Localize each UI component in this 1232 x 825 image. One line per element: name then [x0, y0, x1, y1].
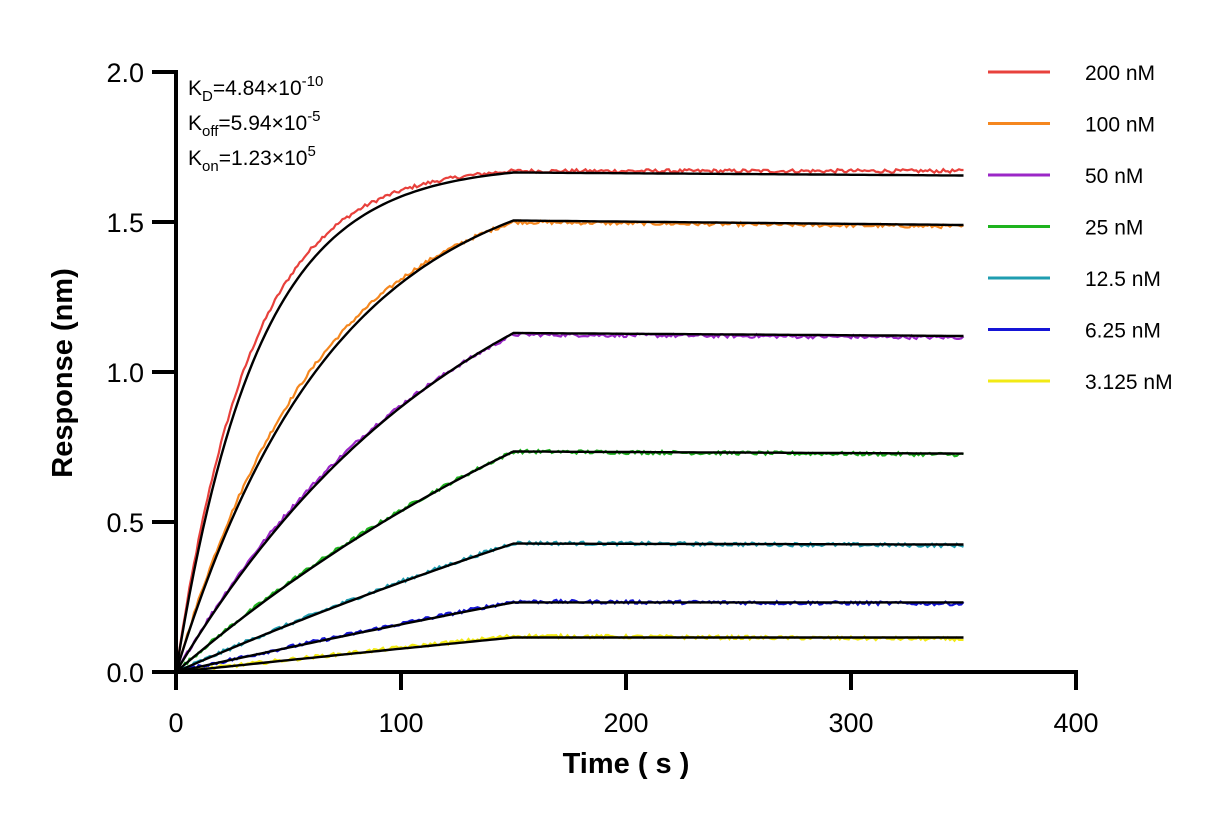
x-tick-label: 200	[603, 708, 648, 738]
y-tick-label: 0.0	[106, 658, 144, 688]
fit-curve-3-125-nM	[176, 638, 964, 673]
y-tick-label: 1.5	[106, 208, 144, 238]
kinetic-constant: Koff=5.94×10-5	[188, 108, 321, 140]
y-tick-label: 1.0	[106, 358, 144, 388]
x-tick-label: 400	[1053, 708, 1098, 738]
data-curve-12-5-nM	[176, 542, 964, 672]
plot-area	[176, 169, 964, 672]
kinetic-constant: KD=4.84×10-10	[188, 73, 323, 105]
x-tick-label: 300	[828, 708, 873, 738]
y-tick-label: 2.0	[106, 58, 144, 88]
fit-curve-12-5-nM	[176, 544, 964, 672]
kinetic-constant: Kon=1.23×105	[188, 143, 316, 175]
x-axis-title: Time ( s )	[563, 748, 690, 780]
legend-label: 6.25 nM	[1085, 320, 1161, 343]
x-tick-label: 100	[378, 708, 423, 738]
legend-label: 100 nM	[1085, 114, 1155, 137]
y-axis-title: Response (nm)	[47, 268, 79, 477]
legend-label: 25 nM	[1085, 217, 1143, 240]
data-curve-200-nM	[176, 169, 964, 672]
x-tick-label: 0	[168, 708, 183, 738]
y-tick-label: 0.5	[106, 508, 144, 538]
data-curve-3-125-nM	[176, 635, 964, 673]
legend: 200 nM 100 nM 50 nM 25 nM 12.5 nM 6.25 nM 3.12…	[988, 62, 1173, 394]
legend-label: 3.125 nM	[1085, 371, 1173, 394]
legend-label: 12.5 nM	[1085, 268, 1161, 291]
legend-label: 200 nM	[1085, 62, 1155, 85]
legend-label: 50 nM	[1085, 165, 1143, 188]
fit-curve-200-nM	[176, 173, 964, 673]
data-curve-6-25-nM	[176, 600, 964, 672]
